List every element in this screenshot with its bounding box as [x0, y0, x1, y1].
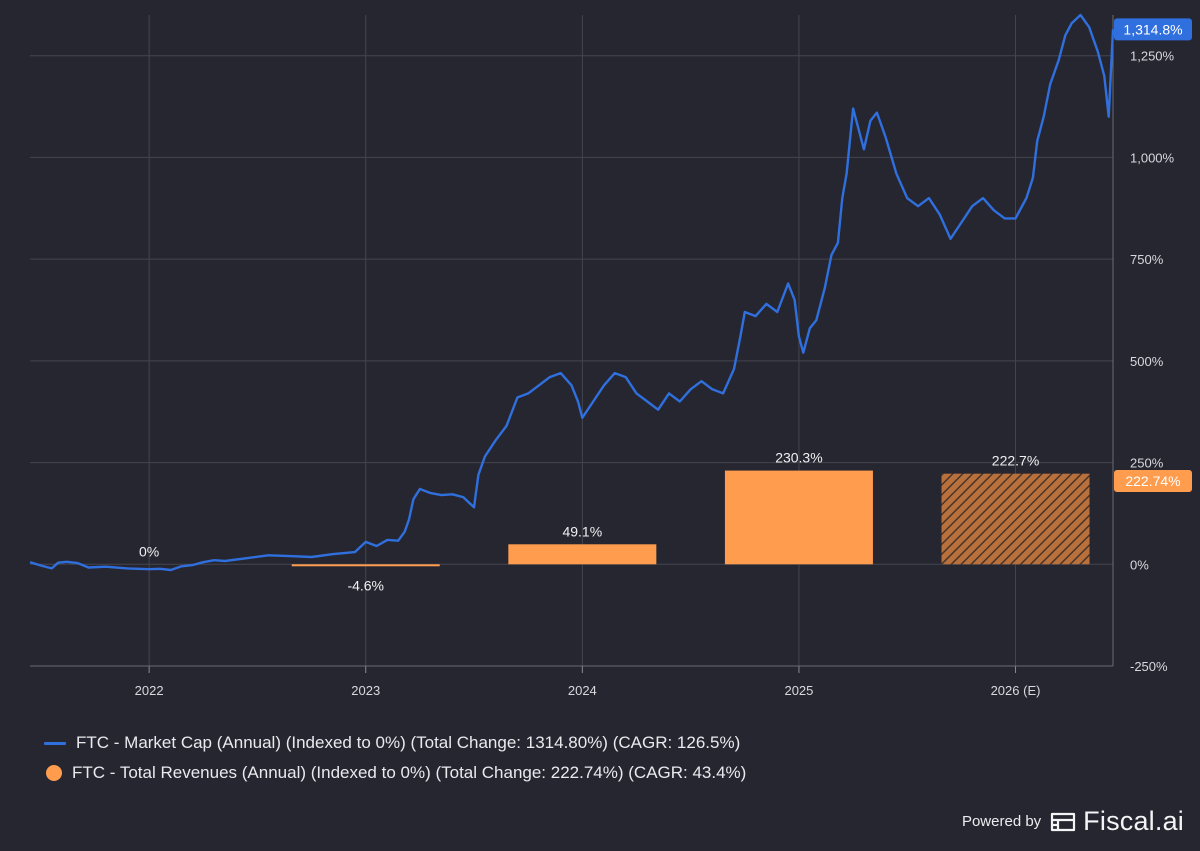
- chart-area: -250% 0% 250% 500% 750% 1,000% 1,250% 2022 2023 2…: [29, 13, 1192, 698]
- legend-item-market-cap[interactable]: FTC - Market Cap (Annual) (Indexed to 0%…: [44, 728, 746, 758]
- x-tick-label: 2025: [784, 683, 813, 698]
- bar-estimate: [941, 473, 1090, 565]
- bar-value-label: 222.7%: [992, 453, 1039, 469]
- market-cap-line: [29, 13, 1115, 572]
- y-tick-label: 0%: [1130, 557, 1149, 572]
- legend-label-market-cap: FTC - Market Cap (Annual) (Indexed to 0%…: [76, 733, 741, 752]
- revenue-end-badge: 222.74%: [1125, 473, 1180, 489]
- y-tick-label: 250%: [1130, 456, 1164, 471]
- market-cap-end-badge-bg: [1114, 18, 1192, 41]
- bar: [508, 544, 657, 565]
- legend-line-marker: [44, 741, 66, 745]
- y-tick-label: 1,250%: [1130, 49, 1175, 64]
- legend-dot-marker: [46, 765, 62, 781]
- legend-label-revenues: FTC - Total Revenues (Annual) (Indexed t…: [72, 763, 747, 782]
- y-tick-label: 750%: [1130, 252, 1164, 267]
- legend-item-revenues[interactable]: FTC - Total Revenues (Annual) (Indexed t…: [44, 758, 746, 788]
- x-tick-label: 2023: [351, 683, 380, 698]
- market-cap-end-badge: 1,314.8%: [1123, 21, 1182, 37]
- x-tick-label: 2024: [568, 683, 597, 698]
- bar-value-label: 0%: [139, 543, 159, 559]
- bar: [291, 564, 440, 567]
- x-tick-label: 2022: [135, 683, 164, 698]
- chart-svg: -250% 0% 250% 500% 750% 1,000% 1,250% 2022 2023 2…: [29, 13, 1192, 698]
- brand-name: Fiscal.ai: [1083, 806, 1184, 836]
- bar-value-label: 230.3%: [775, 450, 822, 466]
- bar-value-label: -4.6%: [347, 577, 384, 593]
- legend: FTC - Market Cap (Annual) (Indexed to 0%…: [44, 728, 746, 788]
- x-tick-label: 2026 (E): [991, 683, 1041, 698]
- revenue-end-badge-bg: [1114, 469, 1192, 492]
- y-tick-label: 500%: [1130, 354, 1164, 369]
- y-tick-label: 1,000%: [1130, 150, 1175, 165]
- bar-value-label: 49.1%: [562, 523, 602, 539]
- bar: [724, 470, 873, 565]
- y-tick-label: -250%: [1130, 659, 1168, 674]
- fiscal-logo-icon: [1051, 812, 1076, 831]
- powered-by-text: Powered by: [961, 813, 1042, 830]
- brand-logo: Fiscal.ai: [1049, 806, 1184, 837]
- branding[interactable]: Powered by Fiscal.ai: [962, 806, 1184, 837]
